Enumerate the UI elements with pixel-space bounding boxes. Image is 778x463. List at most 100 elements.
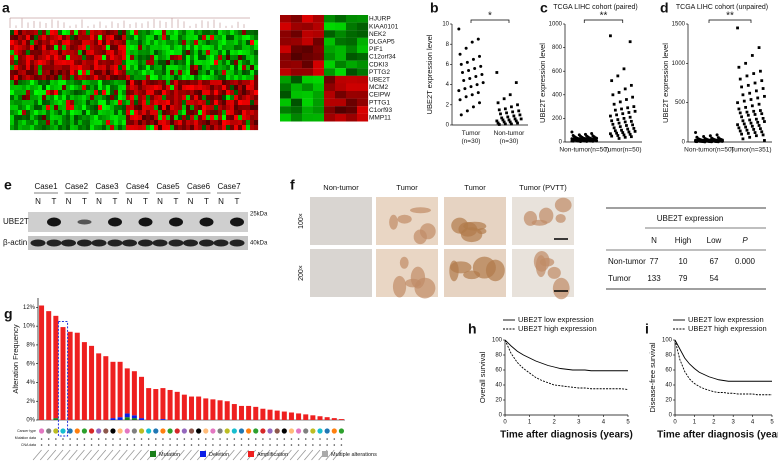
heatmap-cell [146,50,151,56]
lane-label: T [52,197,57,206]
heatmap-cell [254,110,259,116]
heatmap-cell [90,75,95,81]
track-dot [303,428,309,434]
heatmap-cell [222,120,227,126]
bar-segment [324,417,330,420]
heatmap-cell [54,115,59,121]
heatmap-cell [18,100,23,106]
legend-label: UBE2T high expression [518,324,597,333]
heatmap-cell [182,105,187,111]
heatmap-cell [198,90,203,96]
ihc-stain [410,207,431,214]
track-dot [203,428,209,434]
heatmap-cell [238,50,243,56]
heatmap-cell [26,70,31,76]
heatmap-cell [182,100,187,106]
heatmap-cell [280,106,292,114]
track-dot [317,428,323,434]
heatmap-cell [250,90,255,96]
heatmap-cell [158,105,163,111]
heatmap-cell [206,90,211,96]
heatmap-cell [234,90,239,96]
heatmap-cell [42,55,47,61]
column-label: Tumor (PVTT) [519,183,567,192]
data-point [609,132,612,136]
data-point [748,118,752,122]
heatmap-cell [114,40,119,46]
heatmap-cell [50,35,55,41]
heatmap-cell [190,60,195,66]
heatmap-cell [114,50,119,56]
heatmap-cell [34,120,39,126]
heatmap-cell [190,80,195,86]
heatmap-cell [46,30,51,36]
bar-segment [153,389,159,420]
heatmap-cell [30,55,35,61]
heatmap-cell [106,35,111,41]
heatmap-cell [86,110,91,116]
heatmap-cell [42,115,47,121]
heatmap-cell [106,50,111,56]
data-point [620,107,623,111]
heatmap-cell [280,60,292,69]
heatmap-cell [118,75,123,81]
heatmap-cell [202,85,207,91]
heatmap-cell [18,30,23,36]
heatmap-cell [335,98,347,107]
heatmap-cell [14,35,19,41]
heatmap-cell [70,40,75,46]
gene-label: KIAA0101 [369,23,399,30]
heatmap-cell [46,100,51,106]
heatmap-cell [182,30,187,36]
heatmap-cell [78,70,83,76]
heatmap-cell [62,100,67,106]
heatmap-cell [246,55,251,61]
heatmap-cell [38,100,43,106]
heatmap-cell [122,95,127,101]
x-axis-label: Time after diagnosis (years) [657,430,778,441]
heatmap-cell [178,55,183,61]
heatmap-cell [254,50,259,56]
heatmap-cell [190,40,195,46]
bar-segment [224,401,230,420]
gene-label: DLGAP5 [369,39,395,46]
ihc-stain [413,229,427,245]
heatmap-cell [90,70,95,76]
heatmap-cell [210,95,215,101]
heatmap-cell [106,105,111,111]
heatmap-cell [138,125,143,131]
heatmap-cell [202,50,207,56]
heatmap-cell [170,90,175,96]
heatmap-cell [82,50,87,56]
track-dot [324,428,330,434]
heatmap-cell [66,105,71,111]
heatmap-cell [346,60,358,69]
heatmap-cell [170,30,175,36]
data-point [516,103,519,107]
heatmap-cell [250,80,255,86]
heatmap-cell [250,60,255,66]
heatmap-cell [238,70,243,76]
y-tick-label: 1000 [672,61,686,67]
heatmap-cell [38,90,43,96]
heatmap-cell [198,110,203,116]
heatmap-cell [22,70,27,76]
heatmap-cell [210,110,215,116]
heatmap-cell [194,95,199,101]
heatmap-cell [90,105,95,111]
heatmap-cell [86,105,91,111]
heatmap-cell [90,125,95,131]
heatmap-cell [58,40,63,46]
heatmap-cell [357,60,369,69]
bar-segment [210,399,216,420]
heatmap-cell [174,35,179,41]
heatmap-cell [130,95,135,101]
data-point [761,133,765,137]
y-tick-label: 400 [552,92,563,98]
category-tick [104,449,114,461]
heatmap-cell [254,45,259,51]
heatmap-cell [86,70,91,76]
heatmap-cell [50,40,55,46]
heatmap-cell [62,60,67,66]
heatmap-cell [182,90,187,96]
